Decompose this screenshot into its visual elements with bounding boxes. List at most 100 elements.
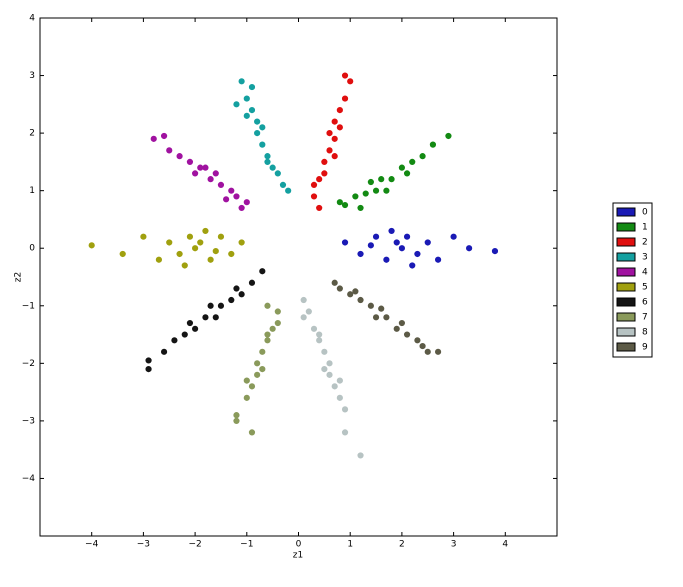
point bbox=[383, 256, 390, 263]
point bbox=[264, 337, 271, 344]
point bbox=[145, 365, 152, 373]
point bbox=[403, 331, 411, 338]
legend-swatch bbox=[616, 342, 636, 352]
point bbox=[119, 250, 126, 258]
point bbox=[326, 371, 333, 378]
point bbox=[155, 256, 163, 263]
point bbox=[336, 106, 343, 114]
point bbox=[316, 204, 323, 212]
point bbox=[259, 365, 266, 373]
y-tick-label: −4 bbox=[22, 474, 36, 484]
legend-label: 7 bbox=[642, 313, 648, 323]
point bbox=[367, 178, 374, 186]
x-tick-label: 0 bbox=[296, 540, 302, 550]
point bbox=[202, 164, 209, 171]
point bbox=[372, 233, 380, 240]
point bbox=[336, 394, 343, 401]
point bbox=[269, 164, 276, 171]
point bbox=[326, 147, 333, 154]
point bbox=[254, 130, 261, 137]
point bbox=[264, 302, 271, 309]
point bbox=[357, 296, 364, 304]
point bbox=[341, 406, 349, 413]
y-tick-label: −3 bbox=[22, 416, 35, 426]
legend-swatch bbox=[616, 222, 636, 232]
point bbox=[393, 239, 400, 246]
point bbox=[212, 170, 219, 177]
point bbox=[274, 308, 281, 315]
point bbox=[254, 371, 261, 378]
point bbox=[341, 72, 349, 79]
point bbox=[248, 106, 256, 114]
point bbox=[248, 429, 256, 436]
point bbox=[160, 348, 168, 355]
point bbox=[403, 170, 411, 177]
point bbox=[321, 170, 328, 177]
point bbox=[398, 245, 405, 252]
point bbox=[321, 365, 328, 373]
point bbox=[419, 153, 426, 160]
point bbox=[233, 285, 240, 292]
x-axis-label: z1 bbox=[293, 551, 303, 561]
point bbox=[336, 285, 343, 292]
point bbox=[243, 377, 250, 384]
point bbox=[160, 132, 168, 140]
point bbox=[217, 233, 225, 240]
point bbox=[310, 181, 318, 189]
point bbox=[176, 153, 183, 160]
y-tick-label: 0 bbox=[29, 244, 35, 254]
point bbox=[186, 158, 194, 165]
point bbox=[181, 262, 188, 269]
point bbox=[336, 124, 343, 131]
point bbox=[217, 302, 225, 309]
point bbox=[202, 314, 209, 321]
point bbox=[228, 296, 235, 304]
point bbox=[466, 245, 473, 252]
point bbox=[336, 377, 343, 384]
point bbox=[326, 360, 333, 367]
point bbox=[192, 325, 199, 332]
x-tick-label: 1 bbox=[347, 540, 353, 550]
point bbox=[352, 288, 359, 295]
point bbox=[378, 305, 385, 312]
point bbox=[243, 199, 250, 206]
point bbox=[238, 78, 245, 85]
legend-label: 9 bbox=[642, 343, 648, 353]
point bbox=[259, 348, 266, 355]
point bbox=[238, 239, 245, 246]
point bbox=[269, 325, 276, 332]
point bbox=[274, 170, 281, 177]
point bbox=[192, 245, 199, 252]
point bbox=[285, 187, 292, 194]
y-tick-label: −1 bbox=[22, 301, 35, 311]
point bbox=[186, 233, 194, 240]
x-tick-label: −2 bbox=[188, 540, 201, 550]
point bbox=[398, 164, 405, 171]
legend-label: 0 bbox=[642, 208, 648, 218]
point bbox=[274, 319, 281, 327]
point bbox=[316, 337, 323, 344]
point bbox=[166, 239, 173, 246]
point bbox=[398, 319, 405, 327]
legend-swatch bbox=[616, 282, 636, 292]
legend-swatch bbox=[616, 312, 636, 322]
legend-swatch bbox=[616, 252, 636, 262]
x-tick-label: −1 bbox=[240, 540, 253, 550]
point bbox=[341, 95, 349, 102]
point bbox=[233, 101, 240, 108]
point bbox=[248, 83, 256, 91]
point bbox=[192, 170, 199, 177]
point bbox=[300, 314, 307, 321]
point bbox=[259, 124, 266, 131]
point bbox=[238, 291, 245, 298]
point bbox=[321, 348, 328, 355]
point bbox=[197, 239, 204, 246]
legend-label: 3 bbox=[642, 253, 648, 263]
point bbox=[233, 412, 240, 419]
point bbox=[383, 314, 390, 321]
point bbox=[248, 279, 256, 286]
point bbox=[212, 314, 219, 321]
x-tick-label: −3 bbox=[137, 540, 150, 550]
point bbox=[372, 314, 380, 321]
